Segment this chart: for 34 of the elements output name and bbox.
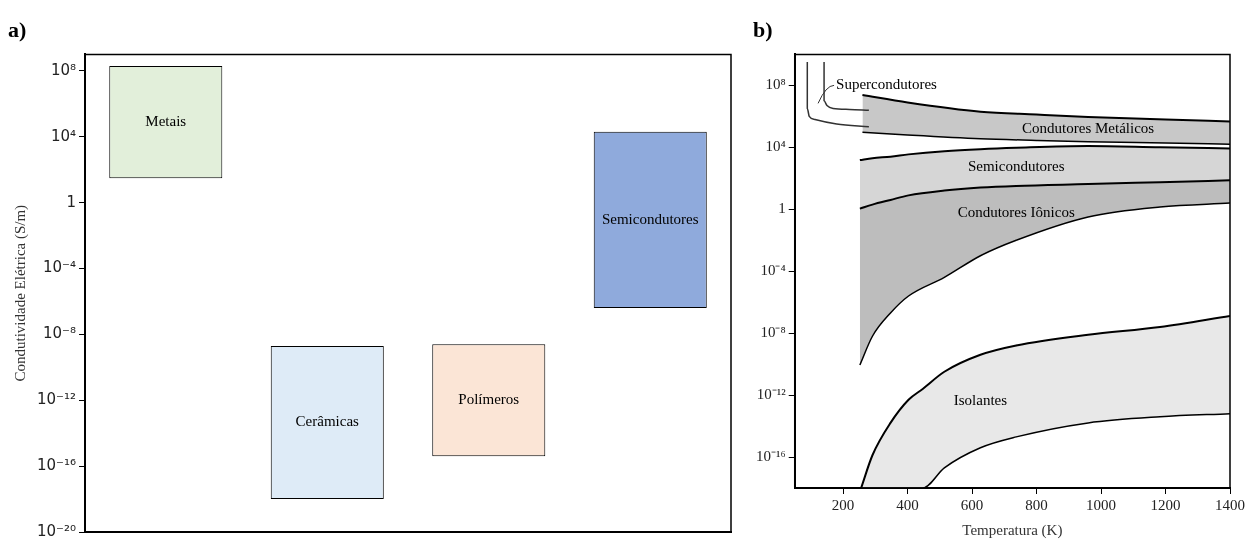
- series-label: Condutores Metálicos: [1022, 120, 1155, 137]
- annotation: Supercondutores: [836, 76, 938, 93]
- x-tick-label: Polímeros: [458, 391, 520, 408]
- x-tick-label: 1000: [1086, 496, 1117, 513]
- x-tick-label: 1200: [1150, 496, 1181, 513]
- y-axis-title: Condutividade Elétrica (S/m): [11, 204, 29, 382]
- y-tick-label: 10⁻¹⁶: [37, 456, 77, 475]
- y-tick-label: 1: [778, 200, 786, 217]
- y-tick-label: 10⁻⁸: [43, 324, 77, 343]
- y-tick-label: 1: [66, 192, 77, 211]
- x-tick-label: Metais: [145, 113, 187, 130]
- x-tick-label: 1400: [1215, 496, 1245, 513]
- y-tick-label: 10⁴: [765, 138, 786, 155]
- x-tick-label: Cerâmicas: [295, 413, 360, 430]
- y-tick-label: 10⁸: [765, 76, 786, 93]
- y-tick-label: 10⁻⁴: [760, 262, 786, 279]
- y-tick-label: 10⁻¹⁶: [755, 447, 786, 464]
- series-label: Isolantes: [953, 392, 1008, 409]
- chart-title: b): [753, 16, 773, 42]
- chart-title: a): [8, 16, 27, 42]
- x-tick-label: 400: [896, 496, 919, 513]
- y-tick-label: 10⁻⁸: [760, 324, 786, 341]
- series-label: Condutores Iônicos: [957, 204, 1075, 221]
- y-tick-label: 10⁻²⁰: [37, 521, 77, 540]
- y-tick-label: 10⁻⁴: [43, 258, 77, 277]
- x-axis-title: Temperatura (K): [962, 521, 1063, 539]
- y-tick-label: 10⁻¹²: [37, 390, 77, 409]
- y-tick-label: 10⁻¹²: [756, 386, 787, 403]
- series-label: Semicondutores: [967, 157, 1065, 174]
- x-tick-label: 800: [1025, 496, 1048, 513]
- x-tick-label: 200: [831, 496, 855, 513]
- y-tick-label: 10⁸: [50, 60, 77, 79]
- x-tick-label: 600: [960, 496, 984, 513]
- y-tick-label: 10⁴: [50, 126, 77, 145]
